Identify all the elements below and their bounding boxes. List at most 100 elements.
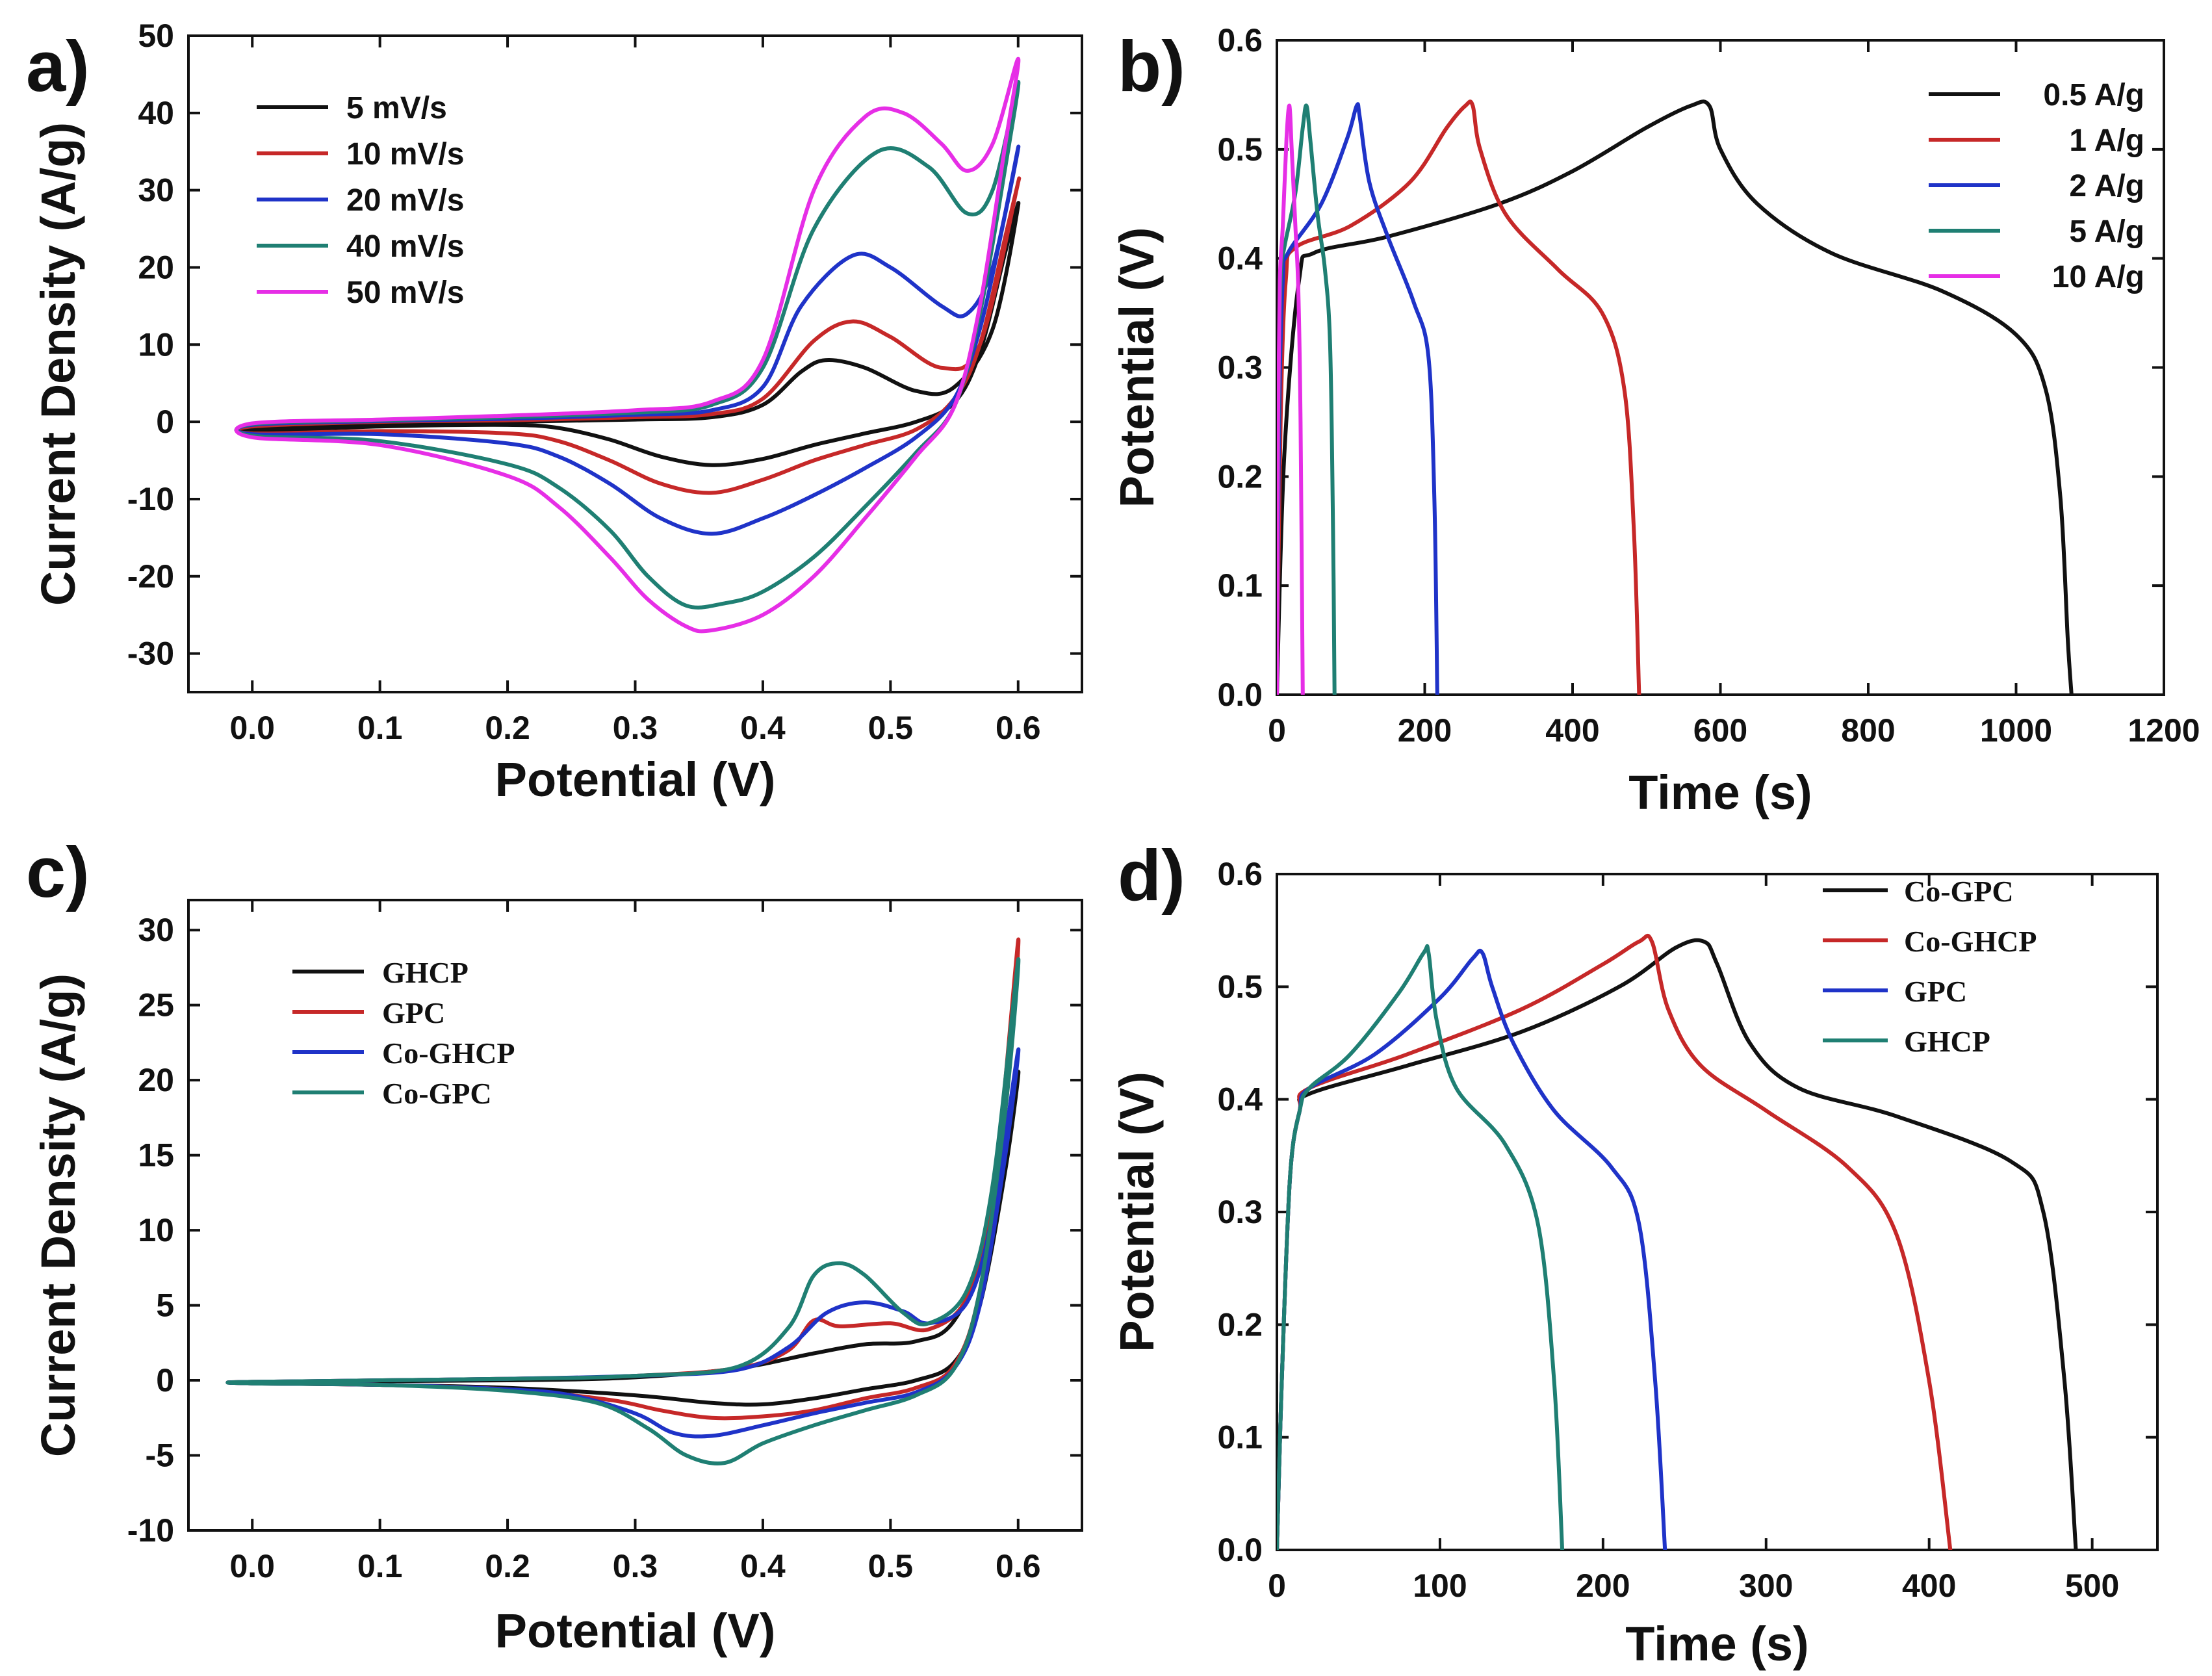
x-tick-label-a: 0.4 bbox=[740, 710, 786, 746]
x-tick-label-b: 800 bbox=[1841, 712, 1895, 749]
y-tick-label-c: 30 bbox=[138, 912, 174, 948]
legend-label-d-2: GPC bbox=[1904, 975, 1967, 1008]
x-tick-label-a: 0.6 bbox=[996, 710, 1041, 746]
legend-label-a-4: 50 mV/s bbox=[346, 276, 464, 310]
legend-label-b-0: 0.5 A/g bbox=[2043, 78, 2144, 112]
x-tick-label-c: 0.6 bbox=[996, 1548, 1041, 1584]
x-axis-title-d: Time (s) bbox=[1625, 1617, 1808, 1671]
y-tick-label-c: -5 bbox=[146, 1437, 174, 1474]
x-tick-label-c: 0.1 bbox=[357, 1548, 403, 1584]
plot-frame-c bbox=[187, 899, 1083, 1532]
x-axis-title-c: Potential (V) bbox=[495, 1604, 776, 1658]
series-line-d-1 bbox=[1277, 933, 1953, 1550]
series-group-c bbox=[225, 937, 1021, 1465]
x-axis-title-b: Time (s) bbox=[1628, 766, 1812, 819]
x-tick-label-b: 0 bbox=[1268, 712, 1286, 749]
panel-label-d: d) bbox=[1118, 836, 1185, 916]
y-axis-title-a: Current Density (A/g) bbox=[31, 122, 85, 606]
y-axis-title-b: Potential (V) bbox=[1110, 227, 1164, 508]
y-tick-label-b: 0.1 bbox=[1217, 567, 1263, 604]
y-tick-label-d: 0.1 bbox=[1217, 1419, 1263, 1456]
series-line-a-2 bbox=[234, 144, 1021, 536]
y-tick-label-a: -10 bbox=[127, 481, 174, 517]
y-tick-label-d: 0.0 bbox=[1217, 1532, 1263, 1568]
y-tick-label-d: 0.2 bbox=[1217, 1306, 1263, 1343]
y-tick-label-c: -10 bbox=[127, 1512, 174, 1549]
series-line-a-1 bbox=[234, 176, 1022, 495]
series-line-c-2 bbox=[225, 1047, 1021, 1439]
legend-label-a-2: 20 mV/s bbox=[346, 183, 464, 218]
x-tick-label-d: 500 bbox=[2065, 1567, 2119, 1604]
x-tick-label-b: 600 bbox=[1693, 712, 1747, 749]
x-tick-label-c: 0.3 bbox=[613, 1548, 658, 1584]
panel-label-c: c) bbox=[26, 832, 90, 912]
panel-label-b: b) bbox=[1118, 27, 1185, 107]
legend-a: 5 mV/s 10 mV/s 20 mV/s 40 mV/s 50 mV/s bbox=[257, 91, 464, 310]
y-tick-label-a: 20 bbox=[138, 249, 174, 285]
y-tick-label-a: -20 bbox=[127, 558, 174, 595]
y-tick-label-d: 0.3 bbox=[1217, 1194, 1263, 1230]
series-line-c-0 bbox=[225, 1070, 1021, 1407]
x-tick-label-d: 400 bbox=[1902, 1567, 1956, 1604]
y-tick-label-b: 0.6 bbox=[1217, 22, 1263, 58]
x-tick-label-a: 0.2 bbox=[485, 710, 530, 746]
series-line-b-4 bbox=[1277, 103, 1305, 695]
y-tick-label-b: 0.0 bbox=[1217, 677, 1263, 713]
series-line-c-3 bbox=[225, 957, 1021, 1465]
y-tick-label-c: 20 bbox=[138, 1062, 174, 1098]
x-tick-label-d: 200 bbox=[1576, 1567, 1630, 1604]
series-line-d-3 bbox=[1277, 944, 1565, 1550]
y-tick-label-c: 5 bbox=[156, 1287, 174, 1324]
y-axis-title-c: Current Density (A/g) bbox=[31, 973, 85, 1457]
panel-c: c) 0.0 0.1 0.2 0.3 0.4 0.5 0.6 -10 -5 0 5 10 15 20 25 30… bbox=[26, 832, 1083, 1658]
panel-label-a: a) bbox=[26, 27, 90, 107]
series-group-d bbox=[1277, 933, 2078, 1550]
legend-label-a-3: 40 mV/s bbox=[346, 229, 464, 264]
x-axis-title-a: Potential (V) bbox=[495, 753, 776, 806]
x-tick-label-c: 0.2 bbox=[485, 1548, 530, 1584]
panel-d: d) 0 100 200 300 400 500 0.0 0.1 0.2 0.3 0.4 0.5 0.6 T… bbox=[1110, 836, 2159, 1671]
x-tick-label-b: 1200 bbox=[2128, 712, 2200, 749]
y-tick-label-d: 0.4 bbox=[1217, 1081, 1263, 1118]
legend-c: GHCP GPC Co-GHCP Co-GPC bbox=[292, 956, 515, 1110]
legend-label-c-3: Co-GPC bbox=[382, 1077, 492, 1110]
x-tick-label-c: 0.4 bbox=[740, 1548, 786, 1584]
legend-label-b-4: 10 A/g bbox=[2052, 260, 2144, 294]
x-tick-label-a: 0.0 bbox=[229, 710, 275, 746]
legend-d: Co-GPC Co-GHCP GPC GHCP bbox=[1823, 875, 2037, 1058]
y-tick-label-a: -30 bbox=[127, 636, 174, 672]
y-tick-label-b: 0.5 bbox=[1217, 131, 1263, 168]
legend-label-c-1: GPC bbox=[382, 996, 445, 1029]
y-axis-title-d: Potential (V) bbox=[1110, 1072, 1164, 1352]
legend-label-b-3: 5 A/g bbox=[2069, 214, 2144, 249]
y-tick-label-b: 0.2 bbox=[1217, 458, 1263, 495]
x-tick-label-d: 100 bbox=[1413, 1567, 1467, 1604]
x-tick-label-b: 200 bbox=[1398, 712, 1452, 749]
y-tick-label-c: 15 bbox=[138, 1137, 174, 1174]
x-tick-label-b: 1000 bbox=[1980, 712, 2052, 749]
legend-label-d-0: Co-GPC bbox=[1904, 875, 2014, 908]
x-tick-label-b: 400 bbox=[1545, 712, 1599, 749]
legend-label-d-1: Co-GHCP bbox=[1904, 925, 2037, 958]
y-tick-label-a: 10 bbox=[138, 326, 174, 363]
panel-b: b) 0 200 400 600 800 1000 1200 0.0 0.1 0.2 0.3 0.4 0.… bbox=[1110, 22, 2200, 819]
y-tick-label-a: 50 bbox=[138, 18, 174, 54]
y-tick-label-d: 0.5 bbox=[1217, 968, 1263, 1005]
x-tick-label-a: 0.1 bbox=[357, 710, 403, 746]
series-line-a-3 bbox=[234, 80, 1021, 610]
plot-frame-b bbox=[1276, 39, 2165, 696]
y-tick-label-b: 0.3 bbox=[1217, 350, 1263, 386]
y-tick-label-a: 30 bbox=[138, 172, 174, 209]
legend-label-a-1: 10 mV/s bbox=[346, 137, 464, 172]
series-line-b-1 bbox=[1277, 99, 1641, 695]
x-tick-label-c: 0.5 bbox=[868, 1548, 914, 1584]
series-line-a-4 bbox=[234, 57, 1021, 634]
legend-label-c-2: Co-GHCP bbox=[382, 1037, 515, 1070]
legend-label-a-0: 5 mV/s bbox=[346, 91, 447, 125]
x-tick-label-a: 0.5 bbox=[868, 710, 914, 746]
x-tick-label-d: 300 bbox=[1739, 1567, 1793, 1604]
y-tick-label-a: 40 bbox=[138, 95, 174, 131]
y-tick-label-c: 10 bbox=[138, 1212, 174, 1248]
legend-label-b-1: 1 A/g bbox=[2069, 123, 2144, 158]
